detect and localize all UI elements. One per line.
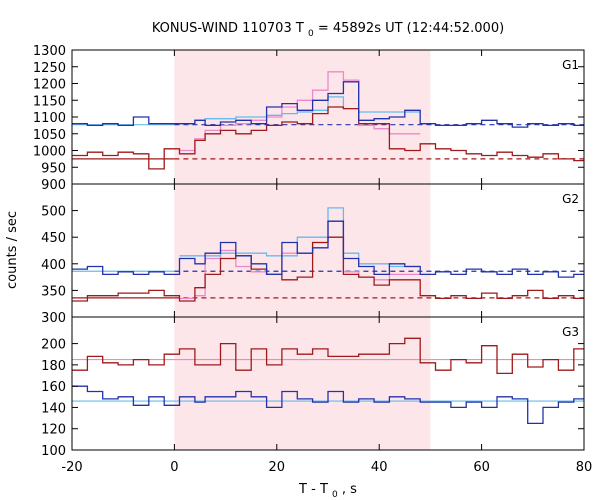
panel-g3-series-blue — [72, 385, 584, 425]
panel-g1-y-tick-label: 1200 — [33, 78, 66, 93]
x-axis-label-subscript: 0 — [332, 490, 338, 500]
panel-g2-y-tick-label: 350 — [41, 284, 66, 299]
shaded-burst-interval — [174, 50, 431, 450]
x-tick-label: 20 — [269, 460, 286, 475]
panel-g3-label: G3 — [562, 325, 579, 339]
panel-g1-y-tick-label: 1150 — [33, 94, 66, 109]
x-tick-label: 80 — [576, 460, 593, 475]
x-tick-label: 60 — [473, 460, 490, 475]
x-axis-label-suffix: , s — [342, 482, 357, 497]
panel-g1-y-tick-label: 1250 — [33, 61, 66, 76]
panel-g1-series-darkred — [72, 106, 584, 170]
panel-g2-y-tick-label: 500 — [41, 205, 66, 220]
x-axis-label-prefix: T - T — [298, 482, 328, 497]
x-tick-label: 40 — [371, 460, 388, 475]
x-axis-label: T - T 0 , s — [298, 482, 357, 500]
panel-g3-y-tick-label: 200 — [41, 338, 66, 353]
x-tick-label: -20 — [61, 460, 82, 475]
panel-g1-y-tick-label: 1000 — [33, 145, 66, 160]
panel-g3-y-tick-label: 180 — [41, 359, 66, 374]
chart-title-suffix: = 45892s UT (12:44:52.000) — [318, 21, 504, 36]
panel-g3-y-tick-label: 160 — [41, 380, 66, 395]
panel-g1-y-tick-label: 950 — [41, 161, 66, 176]
panel-g1-y-tick-label: 1050 — [33, 128, 66, 143]
panel-g2-y-tick-label: 450 — [41, 231, 66, 246]
panel-g1-y-tick-label: 900 — [41, 178, 66, 193]
panel-g3-y-tick-label: 140 — [41, 401, 66, 416]
panel-g2-series-blue — [72, 220, 584, 278]
chart-title-prefix: KONUS-WIND 110703 T — [152, 21, 304, 36]
x-tick-label: 0 — [170, 460, 178, 475]
chart-title: KONUS-WIND 110703 T 0 = 45892s UT (12:44… — [152, 21, 504, 40]
panel-g1-label: G1 — [562, 58, 579, 72]
panel-g1-y-tick-label: 1300 — [33, 44, 66, 59]
chart-title-subscript: 0 — [308, 29, 314, 39]
panel-g3-series-darkred — [72, 337, 584, 375]
panel-g3-y-tick-label: 100 — [41, 444, 66, 459]
panel-g3-y-tick-label: 120 — [41, 423, 66, 438]
panel-g1-series-blue — [72, 81, 584, 128]
panel-g3-frame — [71, 316, 585, 451]
panel-g2-y-tick-label: 300 — [41, 311, 66, 326]
panel-g2-y-tick-label: 400 — [41, 258, 66, 273]
y-axis-label: counts / sec — [5, 211, 20, 289]
panel-g1-y-tick-label: 1100 — [33, 111, 66, 126]
panel-g2-label: G2 — [562, 192, 579, 206]
